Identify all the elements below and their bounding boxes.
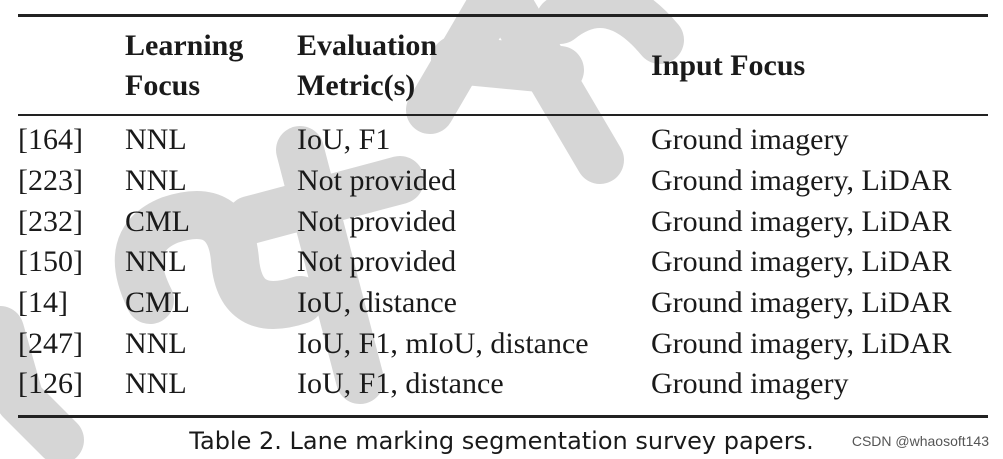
header-input-focus: Input Focus [651,48,806,82]
table-row: [14] CML IoU, distance Ground imagery, L… [18,283,988,324]
metric-cell: IoU, F1, mIoU, distance [297,326,589,360]
ref-cell: [223] [18,164,83,198]
input-focus-cell: Ground imagery [651,123,849,157]
learning-focus-cell: CML [125,286,191,320]
input-focus-cell: Ground imagery [651,367,849,401]
source-credit: CSDN @whaosoft143 [851,433,989,449]
metric-cell: Not provided [297,245,457,279]
bottom-rule [18,415,988,418]
header-rule [18,114,988,116]
metric-cell: IoU, F1 [297,123,391,157]
table-row: [164] NNL IoU, F1 Ground imagery [18,114,988,161]
learning-focus-cell: NNL [125,367,187,401]
ref-cell: [247] [18,326,83,360]
metric-cell: Not provided [297,204,457,238]
ref-cell: [126] [18,367,83,401]
metric-cell: IoU, distance [297,286,457,320]
ref-cell: [164] [18,123,83,157]
input-focus-cell: Ground imagery, LiDAR [651,245,952,279]
learning-focus-cell: NNL [125,326,187,360]
metric-cell: Not provided [297,164,457,198]
input-focus-cell: Ground imagery, LiDAR [651,286,952,320]
survey-table: Learning Focus Evaluation Metric(s) Inpu… [18,17,988,405]
table-row: [126] NNL IoU, F1, distance Ground image… [18,364,988,405]
learning-focus-cell: NNL [125,245,187,279]
table-row: [232] CML Not provided Ground imagery, L… [18,201,988,242]
ref-cell: [232] [18,204,83,238]
table-row: [223] NNL Not provided Ground imagery, L… [18,161,988,202]
input-focus-cell: Ground imagery, LiDAR [651,164,952,198]
header-evaluation-metrics: Evaluation Metric(s) [297,28,438,102]
header-learning-focus: Learning Focus [125,28,244,102]
table-caption: Table 2. Lane marking segmentation surve… [189,427,814,455]
input-focus-cell: Ground imagery, LiDAR [651,326,952,360]
table-row: [150] NNL Not provided Ground imagery, L… [18,242,988,283]
table-header-row: Learning Focus Evaluation Metric(s) Inpu… [18,17,988,114]
table-row: [247] NNL IoU, F1, mIoU, distance Ground… [18,323,988,364]
learning-focus-cell: CML [125,204,191,238]
input-focus-cell: Ground imagery, LiDAR [651,204,952,238]
ref-cell: [14] [18,286,68,320]
learning-focus-cell: NNL [125,164,187,198]
top-rule [18,14,988,17]
metric-cell: IoU, F1, distance [297,367,504,401]
ref-cell: [150] [18,245,83,279]
header-ref [18,17,125,114]
learning-focus-cell: NNL [125,123,187,157]
